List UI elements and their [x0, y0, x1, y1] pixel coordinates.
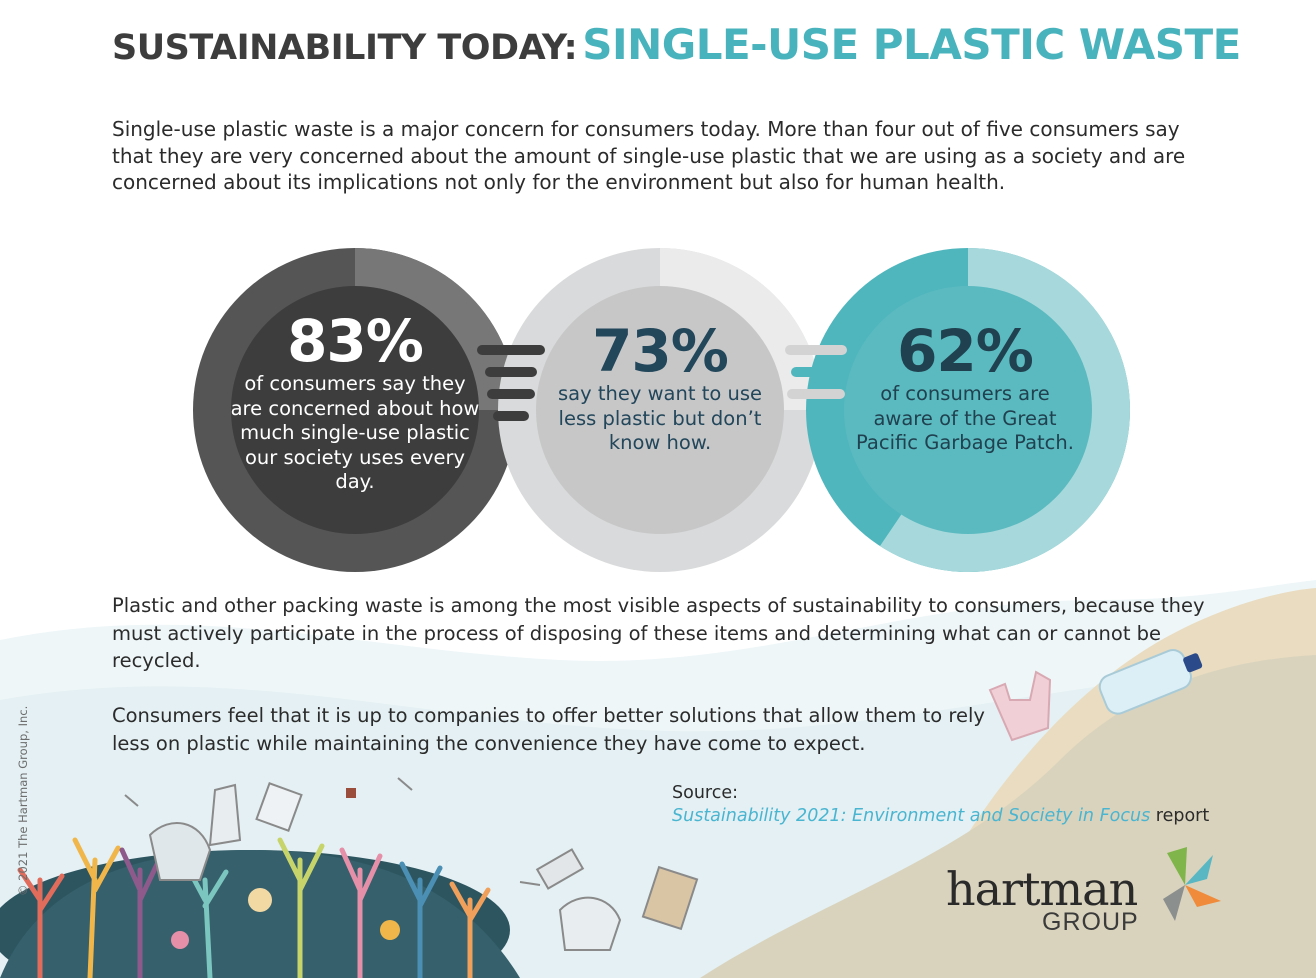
source-citation: Source: Sustainability 2021: Environment…: [672, 782, 1209, 828]
sand-dune: [700, 655, 1316, 978]
stat-62: 62% of consumers are aware of the Great …: [850, 320, 1080, 456]
body-paragraph-2: Consumers feel that it is up to companie…: [112, 704, 985, 755]
stat-text: say they want to use less plastic but do…: [558, 382, 762, 454]
logo-subtext: GROUP: [1042, 908, 1139, 936]
stat-value: 73%: [592, 317, 729, 385]
stat-value: 83%: [287, 307, 424, 375]
body-paragraph-1: Plastic and other packing waste is among…: [112, 594, 1205, 672]
logo-wordmark: hartman: [946, 862, 1138, 916]
stat-circle-62: [806, 248, 1130, 572]
copyright-notice: © 2021 The Hartman Group, Inc.: [16, 705, 30, 896]
title-prefix: SUSTAINABILITY TODAY:: [112, 28, 578, 68]
coral-reef-illustration: [0, 837, 520, 978]
stat-text: of consumers are aware of the Great Paci…: [856, 382, 1074, 454]
stat-circle-83: [193, 248, 517, 572]
page-title: SUSTAINABILITY TODAY: SINGLE-USE PLASTIC…: [112, 20, 1292, 69]
stat-83: 83% of consumers say they are concerned …: [230, 310, 480, 495]
title-highlight: SINGLE-USE PLASTIC WASTE: [582, 20, 1241, 69]
intro-paragraph: Single-use plastic waste is a major conc…: [112, 117, 1186, 194]
hartman-logo-mark: [1163, 847, 1221, 921]
connector-bars-dark: [477, 345, 545, 421]
stat-value: 62%: [897, 317, 1034, 385]
floating-debris: [124, 777, 699, 951]
stat-text: of consumers say they are concerned abou…: [230, 372, 480, 493]
connector-bars-light: [785, 345, 847, 399]
source-label: Source:: [672, 783, 739, 803]
plastic-bag-illustration: [988, 670, 1052, 742]
plastic-bottle-illustration: [1098, 649, 1203, 715]
stat-circle-73: [498, 248, 822, 572]
source-suffix: report: [1150, 806, 1210, 826]
stat-73: 73% say they want to use less plastic bu…: [540, 320, 780, 456]
source-report-title: Sustainability 2021: Environment and Soc…: [672, 806, 1151, 826]
